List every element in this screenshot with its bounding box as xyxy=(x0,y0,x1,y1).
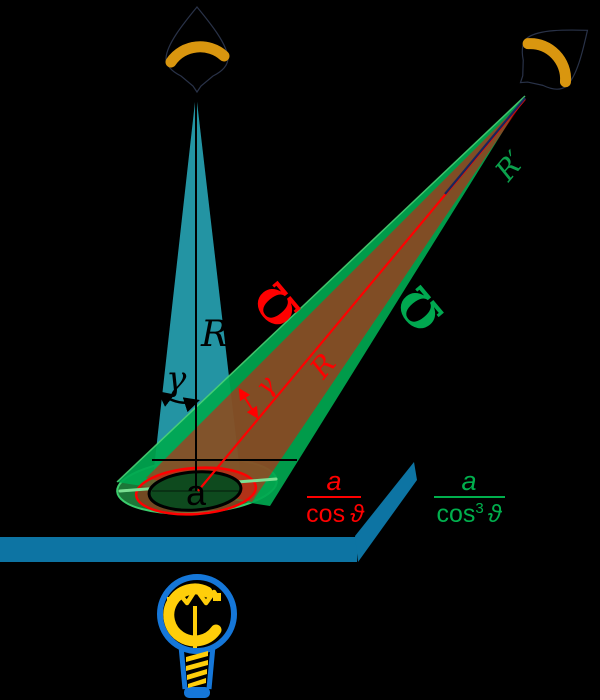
green-fraction-denominator: cos3 ϑ xyxy=(437,500,503,528)
eye-icon-overhead xyxy=(165,6,230,94)
label-R-vertical: R xyxy=(200,314,228,355)
eye-lid-arc xyxy=(165,41,230,68)
red-cos: cos xyxy=(306,500,345,528)
gamma-oblique-arrow xyxy=(238,387,259,420)
red-fraction-denominator: cos ϑ xyxy=(306,500,365,528)
bulb-thread-3 xyxy=(187,669,207,680)
green-fraction-numerator: a xyxy=(461,466,476,496)
bulb-crescent xyxy=(163,583,222,647)
surface-slab-front xyxy=(0,537,357,562)
bulb-thread-4 xyxy=(188,678,206,688)
gamma-angle-arrow xyxy=(157,391,200,413)
label-area-a: a xyxy=(186,472,207,513)
filament-pad-right xyxy=(213,593,221,601)
formula-a-over-cos-cubed: a cos3 ϑ xyxy=(434,466,505,528)
green-cos: cos xyxy=(437,500,476,528)
bulb-filament-zigzag xyxy=(170,586,221,606)
eye-icon-oblique xyxy=(519,29,589,90)
red-theta: ϑ xyxy=(350,500,365,528)
formula-a-over-cos: a cos ϑ xyxy=(306,466,365,528)
bulb-base-tip xyxy=(184,687,210,698)
bulb-neck-left xyxy=(178,645,188,690)
label-gamma-vertical: γ xyxy=(166,359,187,399)
light-bulb-icon xyxy=(157,574,237,698)
surface-slab-right-edge xyxy=(355,462,417,562)
oblique-axis-line-navy xyxy=(444,97,526,195)
green-exponent: 3 xyxy=(475,500,483,517)
bulb-neck-right xyxy=(206,645,216,690)
oblique-cone-green xyxy=(117,96,525,506)
eye-lid-arc xyxy=(522,38,571,88)
bulb-thread-2 xyxy=(186,660,208,671)
oblique-cone-green-edge xyxy=(116,95,526,483)
bulb-glass xyxy=(157,574,237,654)
filament-pad-left xyxy=(167,597,175,605)
green-theta: ϑ xyxy=(488,500,503,528)
red-fraction-numerator: a xyxy=(326,466,341,496)
bulb-thread-1 xyxy=(186,651,208,662)
